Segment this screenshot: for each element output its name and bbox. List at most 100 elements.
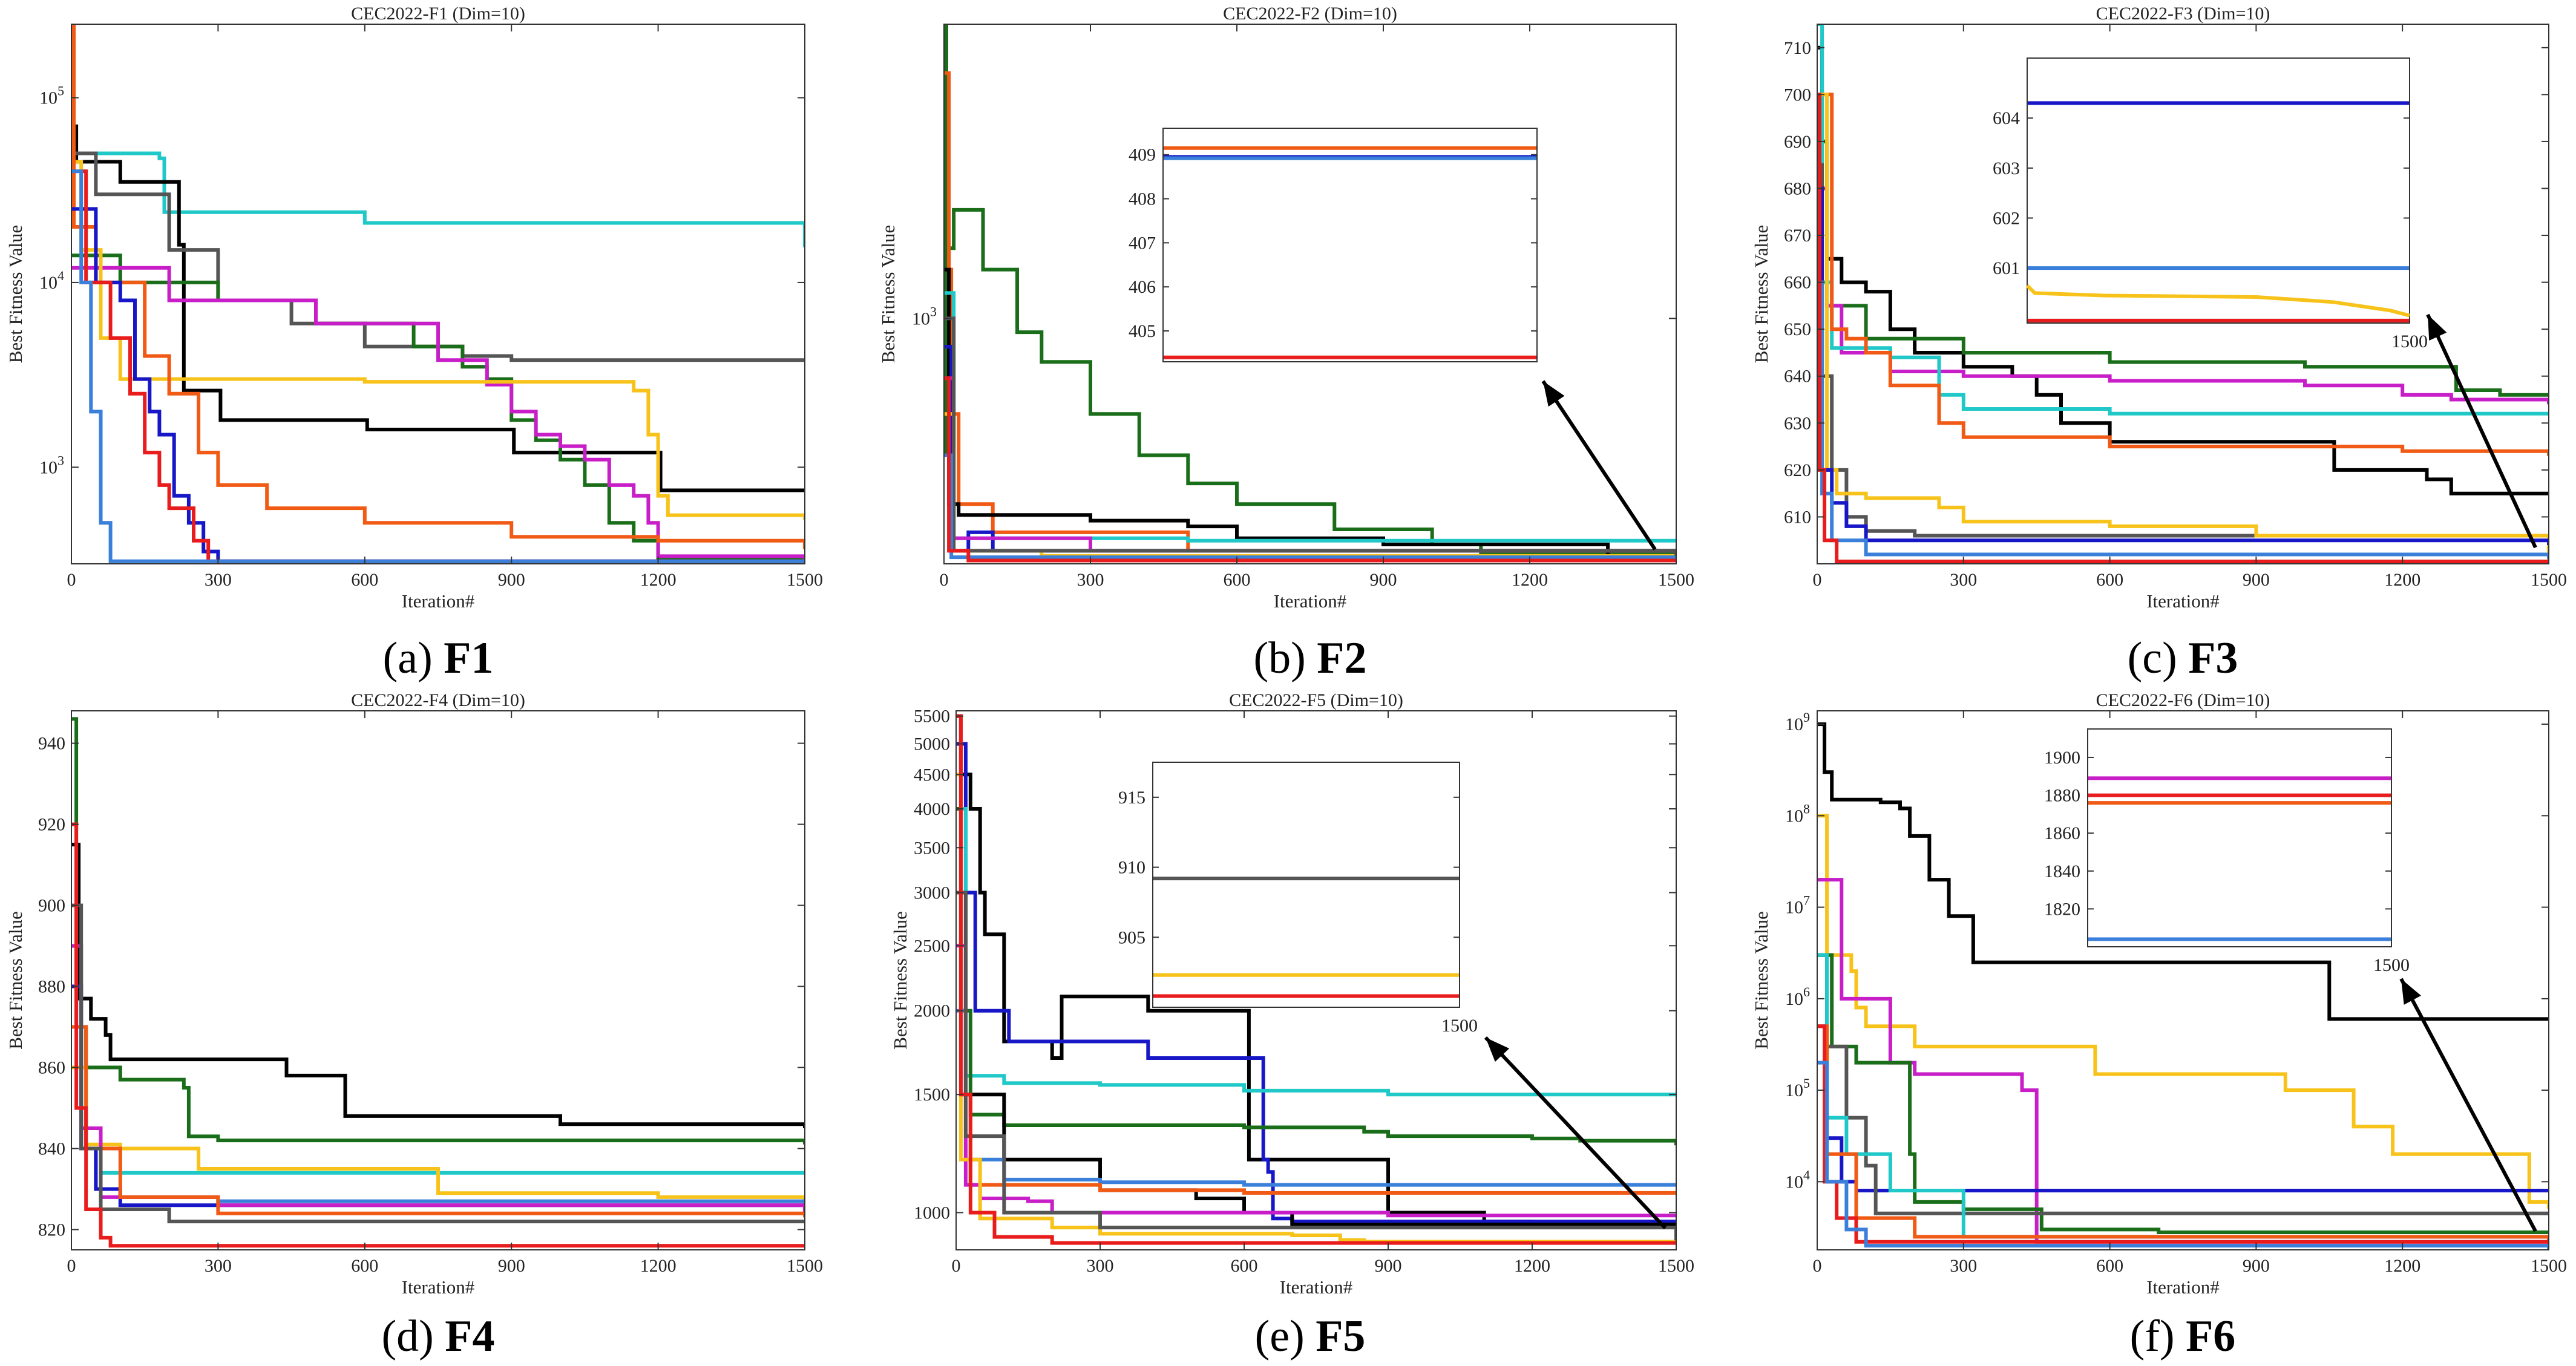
inset-x-tick-label: 1500 [2391,332,2428,351]
x-tick-label: 300 [1950,570,1977,590]
panel-caption: (a) F1 [383,633,494,683]
x-tick-label: 300 [1087,1256,1114,1276]
y-tick-label: 1500 [914,1085,950,1105]
y-tick-label: 660 [1784,273,1811,293]
inset-y-tick-label: 910 [1118,858,1145,878]
x-tick-label: 1500 [1658,570,1694,590]
series-line-magenta-2 [1817,186,2549,405]
chart-f5: 0 300 600 900 1200 1500 1000 1500 2000 2500 3000 35… [890,690,1694,1361]
zoom-arrow-shaft [1484,1036,1667,1230]
x-tick-label: 900 [2243,570,2270,590]
x-tick-label: 1500 [787,1256,823,1276]
inset-f2: 405 406 407 408 409 [1129,128,1538,362]
plot-frame [955,710,1677,1250]
zoom-arrow-shaft [2399,978,2537,1232]
series-line-black-2 [944,267,1676,563]
y-tick-label: 690 [1784,132,1811,152]
x-tick-label: 1200 [1514,1256,1550,1276]
chart-title: CEC2022-F6 (Dim=10) [2096,690,2270,710]
y-tick-label: 5000 [914,734,950,754]
inset-frame [2027,57,2410,324]
series-line-black-0 [956,714,1676,1228]
y-tick-label: 104 [1785,1167,1810,1192]
inset-x-tick-label: 1500 [1441,1016,1478,1036]
y-tick-label: 700 [1784,85,1811,105]
y-tick-label: 4000 [914,799,950,819]
inset-y-tick-label: 905 [1118,927,1145,947]
series-line-yellow-5 [71,160,805,520]
x-tick-label: 1200 [1512,570,1548,590]
series-line-darkgreen-0 [944,24,1676,558]
series-line-red-9 [944,376,1676,563]
y-axis-label: Best Fitness Value [5,911,26,1050]
x-tick-label: 300 [1077,570,1104,590]
inset-y-tick-label: 603 [1993,158,2020,178]
y-tick-label: 840 [38,1139,65,1159]
y-tick-label: 3000 [914,883,950,903]
series-line-lightblue-9 [1817,1060,2549,1250]
x-tick-label: 900 [1370,570,1397,590]
series-line-black-1 [71,843,805,1128]
series-line-yellow-3 [71,1065,805,1206]
panel-caption: (c) F3 [2128,633,2238,683]
zoom-arrow-head [1543,381,1565,407]
inset-y-tick-label: 1840 [2044,861,2080,881]
series-line-red-8 [1817,1024,2549,1249]
x-tick-label: 600 [2096,1256,2123,1276]
series-line-gray-9 [956,891,1676,1241]
panel-caption: (b) F2 [1254,633,1367,683]
plot-area [71,24,805,564]
x-tick-label: 300 [205,1256,232,1276]
plot-frame [943,24,1677,564]
y-tick-label: 103 [39,453,64,477]
series-line-blue-1 [956,742,1676,1224]
x-tick-label: 600 [351,570,378,590]
y-axis-label: Best Fitness Value [5,225,26,364]
x-tick-label: 0 [1813,570,1822,590]
plot-frame [1817,24,2549,564]
x-tick-label: 1500 [2531,570,2567,590]
y-tick-label: 820 [38,1220,65,1240]
y-tick-label: 4500 [914,765,950,785]
series-line-magenta-2 [1817,878,2549,1244]
inset-y-tick-label: 602 [1993,208,2020,228]
x-tick-label: 1200 [2384,1256,2420,1276]
x-axis-label: Iteration# [1274,590,1347,612]
y-tick-label: 105 [39,83,64,108]
x-tick-label: 900 [498,570,525,590]
x-tick-label: 600 [351,1256,378,1276]
y-tick-label: 5500 [914,707,950,727]
inset-y-tick-label: 1900 [2044,748,2080,768]
x-tick-label: 1500 [1658,1256,1694,1276]
inset-frame [2087,728,2392,947]
x-tick-label: 1500 [2531,1256,2567,1276]
y-axis-label: Best Fitness Value [1751,225,1772,364]
series-group [1817,722,2549,1250]
x-axis-label: Iteration# [2146,590,2220,612]
y-tick-label: 620 [1784,460,1811,480]
series-line-yellow-1 [1817,814,2549,1209]
x-tick-label: 0 [67,1256,76,1276]
inset-y-tick-label: 406 [1129,277,1156,297]
series-group [71,24,805,564]
chart-title: CEC2022-F2 (Dim=10) [1223,4,1397,24]
x-tick-label: 1200 [640,1256,677,1276]
series-line-black-0 [1817,45,2549,495]
x-tick-label: 1200 [2384,570,2420,590]
plot-frame [1817,710,2549,1250]
series-line-gray-2 [71,151,805,362]
chart-f2: 0 300 600 900 1200 1500 103 CEC2022-F2 (Dim=10)… [877,4,1694,683]
series-group [71,717,805,1248]
y-tick-label: 103 [912,304,937,328]
inset-curve-yellow [2025,284,2410,318]
series-line-magenta-7 [956,944,1676,1218]
x-tick-label: 0 [940,570,949,590]
inset-y-tick-label: 405 [1129,321,1156,341]
y-tick-label: 104 [39,268,64,293]
inset-frame [1162,128,1538,362]
y-tick-label: 109 [1785,710,1810,734]
inset-y-tick-label: 915 [1118,788,1145,808]
inset-x-tick-label: 1500 [2373,955,2410,975]
x-tick-label: 300 [1950,1256,1977,1276]
